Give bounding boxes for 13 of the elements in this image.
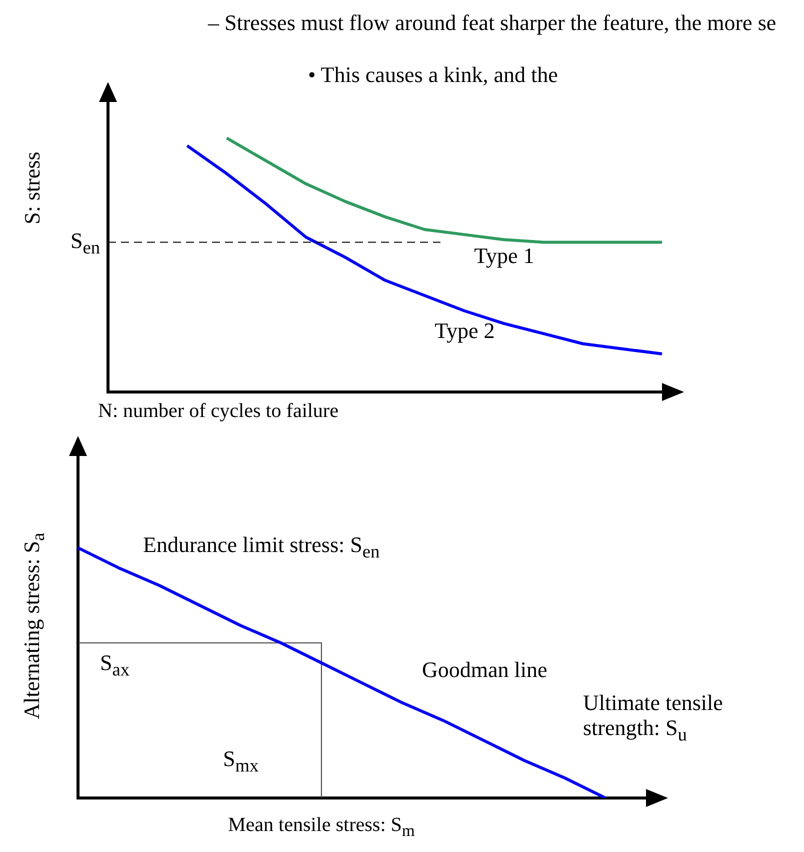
text: – Stresses must flow around feat sharper the feature, the more se [208, 10, 778, 36]
y-axis-title: S: stress [19, 151, 45, 224]
annotation: S$_{ax}$ [100, 650, 131, 680]
series-label: Type 1 [474, 242, 534, 268]
x-axis-title: Mean tensile stress: S$_{m}$ [228, 814, 415, 840]
annotation: Endurance limit stress: S$_{en}$ [143, 532, 381, 562]
ref-line-label: S$_{en}$ [70, 228, 100, 259]
x-axis-title: N: number of cycles to failure [98, 400, 338, 423]
annotation: Ultimate tensile strength: S$_{u}$ [583, 690, 724, 746]
series-label: Goodman line [422, 656, 548, 682]
series-label: Type 2 [434, 318, 495, 343]
annotation: S$_{mx}$ [223, 746, 260, 776]
text: • This causes a kink, and the [308, 62, 559, 88]
